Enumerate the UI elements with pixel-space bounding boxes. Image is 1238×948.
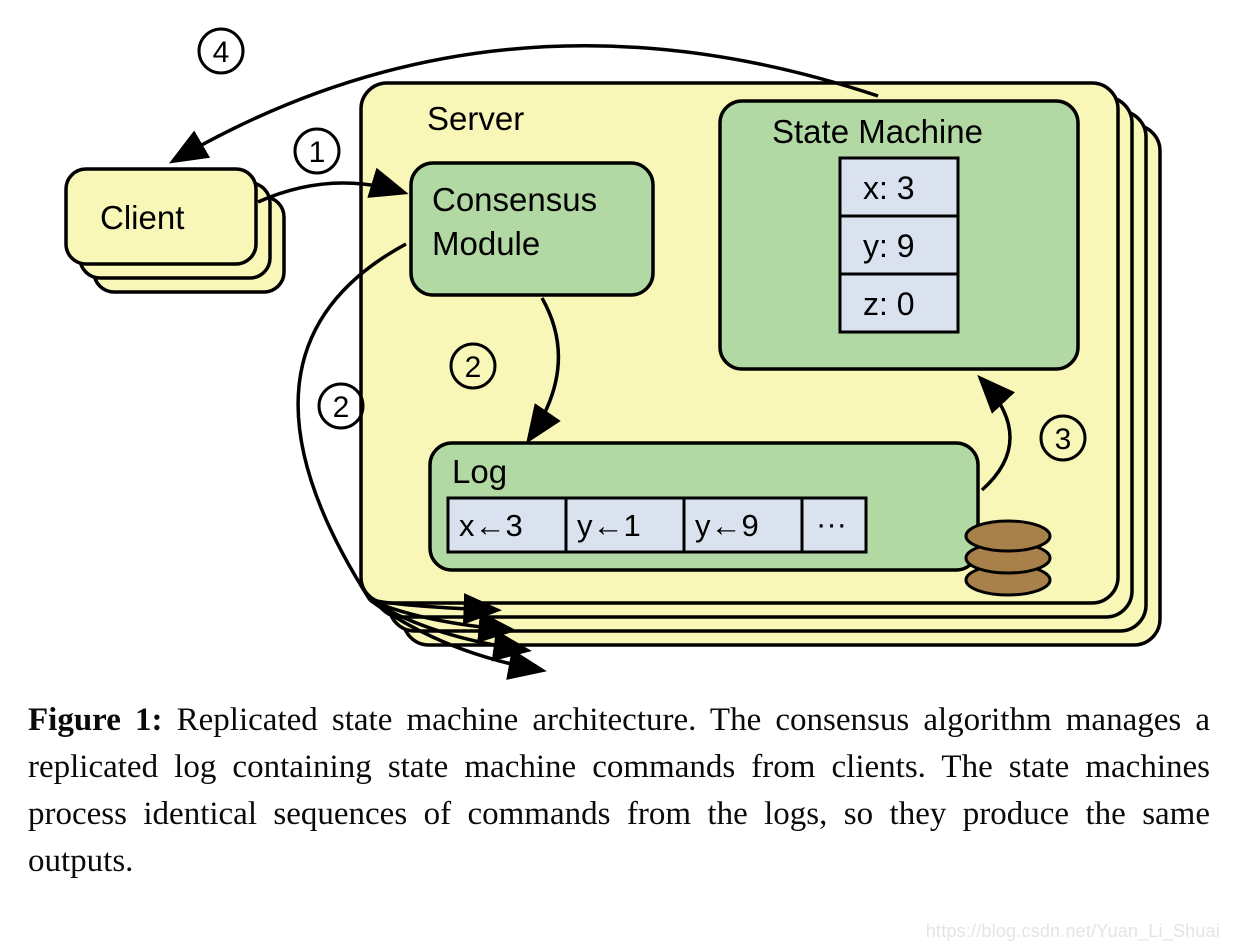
state-row-1: y: 9 xyxy=(863,228,915,264)
log-entry-3: ··· xyxy=(816,506,847,541)
step-2b-badge: 2 xyxy=(319,384,363,428)
log-box: Log x←3 y←1 y←9 ··· xyxy=(430,443,978,570)
consensus-label-line1: Consensus xyxy=(432,181,597,218)
log-entry-0: x←3 xyxy=(459,508,523,543)
figure-caption: Figure 1: Replicated state machine archi… xyxy=(0,685,1238,884)
state-row-2: z: 0 xyxy=(863,286,915,322)
state-machine-box: State Machine x: 3 y: 9 z: 0 xyxy=(720,101,1078,369)
server-label: Server xyxy=(427,100,524,137)
client-stack: Client xyxy=(66,169,284,292)
svg-text:2: 2 xyxy=(333,391,350,424)
svg-text:1: 1 xyxy=(309,136,326,169)
caption-text: Replicated state machine architecture. T… xyxy=(28,702,1210,879)
step-1-badge: 1 xyxy=(295,129,339,173)
state-row-0: x: 3 xyxy=(863,170,915,206)
consensus-module-box: Consensus Module xyxy=(411,163,653,295)
svg-text:4: 4 xyxy=(213,36,230,69)
consensus-label-line2: Module xyxy=(432,225,540,262)
state-machine-label: State Machine xyxy=(772,113,983,150)
client-label: Client xyxy=(100,199,184,236)
svg-text:3: 3 xyxy=(1055,423,1072,456)
caption-prefix: Figure 1: xyxy=(28,702,163,738)
diagram: Server Consensus Module State Machine x:… xyxy=(0,0,1238,685)
log-entry-2: y←9 xyxy=(695,508,759,543)
log-entry-1: y←1 xyxy=(577,508,641,543)
svg-text:2: 2 xyxy=(465,351,482,384)
disk-icon xyxy=(966,521,1050,595)
step-4-badge: 4 xyxy=(199,29,243,73)
log-label: Log xyxy=(452,453,507,490)
watermark-text: https://blog.csdn.net/Yuan_Li_Shuai xyxy=(926,921,1220,942)
